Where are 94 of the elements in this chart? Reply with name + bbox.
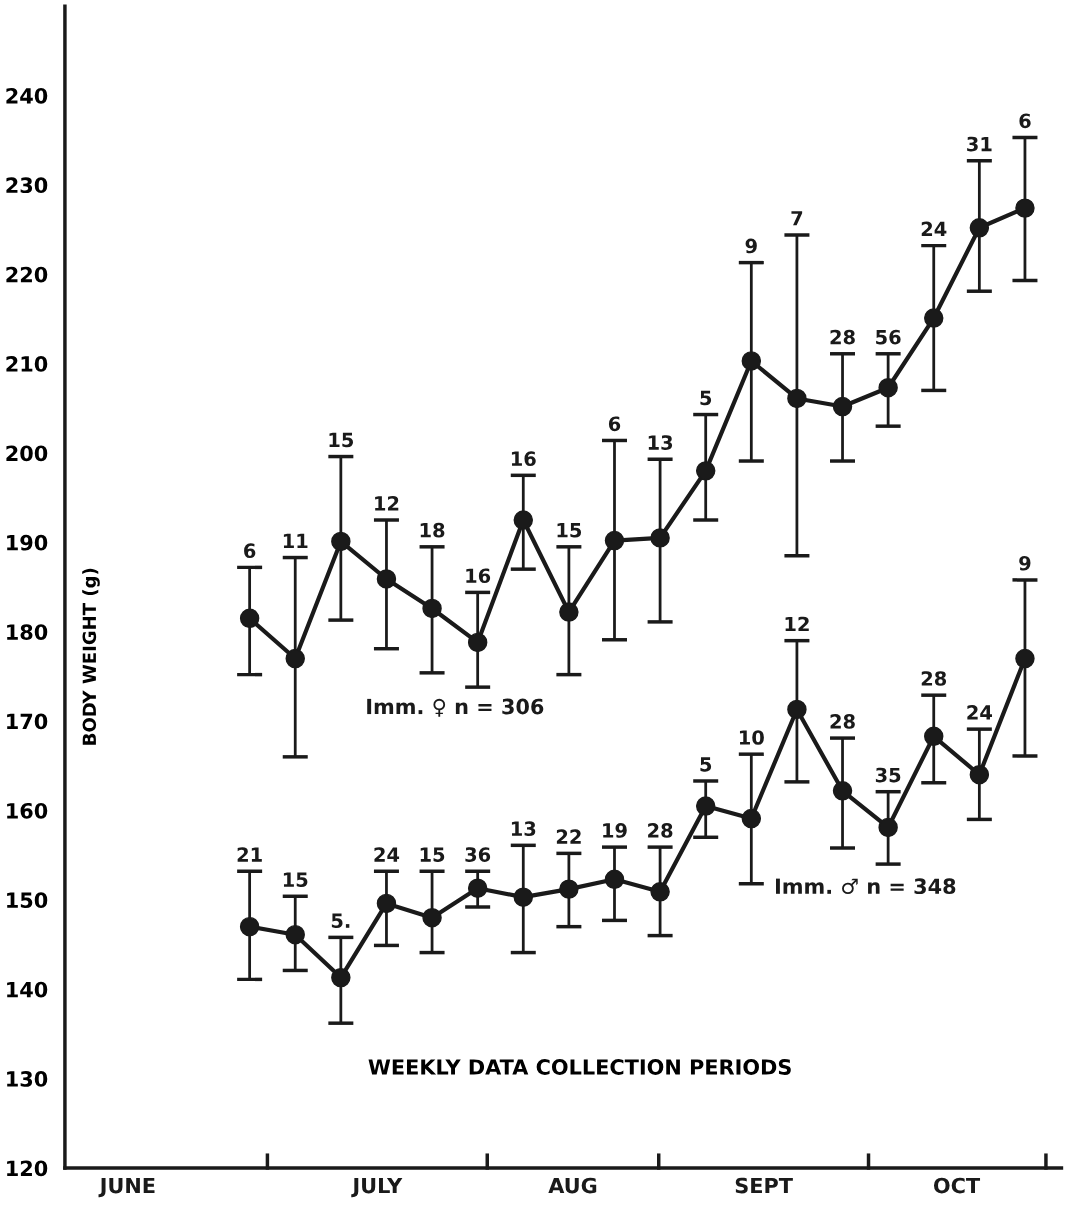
text: JUNE <box>98 1177 155 1198</box>
annotation: 56 <box>876 329 901 345</box>
annotation: 15 <box>557 523 582 538</box>
point <box>331 531 351 552</box>
annotation: 12 <box>375 495 399 511</box>
y-tick-label: 130 <box>7 1071 48 1087</box>
y-tick-label: 210 <box>6 356 48 372</box>
point <box>239 608 260 629</box>
y-tick-label: 170 <box>7 713 48 730</box>
point <box>695 461 716 481</box>
point <box>695 796 716 816</box>
point <box>969 218 990 238</box>
y-tick-label: 200 <box>6 445 48 462</box>
point <box>422 598 442 619</box>
point <box>650 882 670 902</box>
annotation: 16 <box>466 568 491 584</box>
annotation: 16 <box>511 451 536 466</box>
point <box>787 388 807 409</box>
y-tick-label: 230 <box>6 177 48 194</box>
annotation: 6 <box>244 543 256 559</box>
point <box>924 308 944 328</box>
annotation: 5. <box>331 913 350 929</box>
annotation: 12 <box>785 616 809 632</box>
annotation: 28 <box>921 671 947 686</box>
annotation: 35 <box>875 767 901 783</box>
annotation: 24 <box>374 847 400 862</box>
y-tick-label: 120 <box>7 1160 48 1177</box>
text: Imm. ♂ n = 348 <box>775 878 956 895</box>
y-tick-label: 160 <box>7 802 48 819</box>
point <box>285 648 305 669</box>
point <box>559 879 579 899</box>
y-tick-label: 220 <box>6 266 48 283</box>
annotation: 24 <box>967 705 992 720</box>
y-tick-label: 240 <box>6 87 48 104</box>
x-axis-title: WEEKLY DATA COLLECTION PERIODS <box>368 1059 791 1075</box>
annotation: 19 <box>603 823 627 838</box>
point <box>376 569 397 589</box>
annotation: 13 <box>511 821 536 837</box>
y-axis-title: BODY WEIGHT (g) <box>82 568 100 745</box>
point <box>1015 198 1035 218</box>
annotation: 5 <box>700 757 712 772</box>
point <box>467 878 488 898</box>
annotation: 22 <box>556 829 581 844</box>
annotation: 18 <box>420 522 445 538</box>
annotation: 10 <box>739 730 764 745</box>
annotation: 13 <box>648 435 673 450</box>
point <box>604 530 625 551</box>
point <box>331 967 351 988</box>
point <box>513 510 533 530</box>
point <box>285 924 305 945</box>
point <box>924 726 944 747</box>
annotation: 7 <box>791 211 803 226</box>
point <box>422 907 442 928</box>
annotation: 9 <box>745 238 757 254</box>
annotation: 21 <box>237 847 262 862</box>
text: Imm. ♀ n = 306 <box>367 698 544 717</box>
point <box>376 893 397 914</box>
point <box>239 916 260 937</box>
annotation: 15 <box>420 847 445 862</box>
point <box>832 781 853 801</box>
annotation: 15 <box>283 872 308 887</box>
point <box>878 378 898 398</box>
annotation: 11 <box>283 533 308 548</box>
point <box>604 869 625 890</box>
text: OCT <box>933 1177 981 1194</box>
point <box>741 808 762 829</box>
annotation: 28 <box>648 823 673 838</box>
text: AUG <box>548 1177 597 1194</box>
annotation: 36 <box>465 847 491 862</box>
y-tick-label: 140 <box>7 981 48 998</box>
annotation: 28 <box>830 714 855 729</box>
text: SEPT <box>735 1177 793 1194</box>
y-tick-label: 180 <box>7 624 48 640</box>
text: JULY <box>351 1177 403 1198</box>
point <box>787 699 807 720</box>
annotation: 15 <box>329 432 354 448</box>
annotation: 31 <box>967 136 992 152</box>
point <box>513 887 533 907</box>
point <box>969 765 990 785</box>
annotation: 9 <box>1019 555 1031 571</box>
y-tick-label: 150 <box>7 892 48 909</box>
annotation: 28 <box>830 329 855 345</box>
point <box>650 528 670 548</box>
point <box>832 396 853 417</box>
point <box>878 817 898 838</box>
y-tick-label: 190 <box>7 534 48 551</box>
annotation: 24 <box>921 221 947 237</box>
annotation: 6 <box>608 416 621 432</box>
point <box>559 602 579 622</box>
annotation: 6 <box>1019 113 1031 129</box>
point <box>467 632 488 653</box>
point <box>741 351 762 371</box>
annotation: 5 <box>700 390 712 406</box>
point <box>1015 648 1035 669</box>
